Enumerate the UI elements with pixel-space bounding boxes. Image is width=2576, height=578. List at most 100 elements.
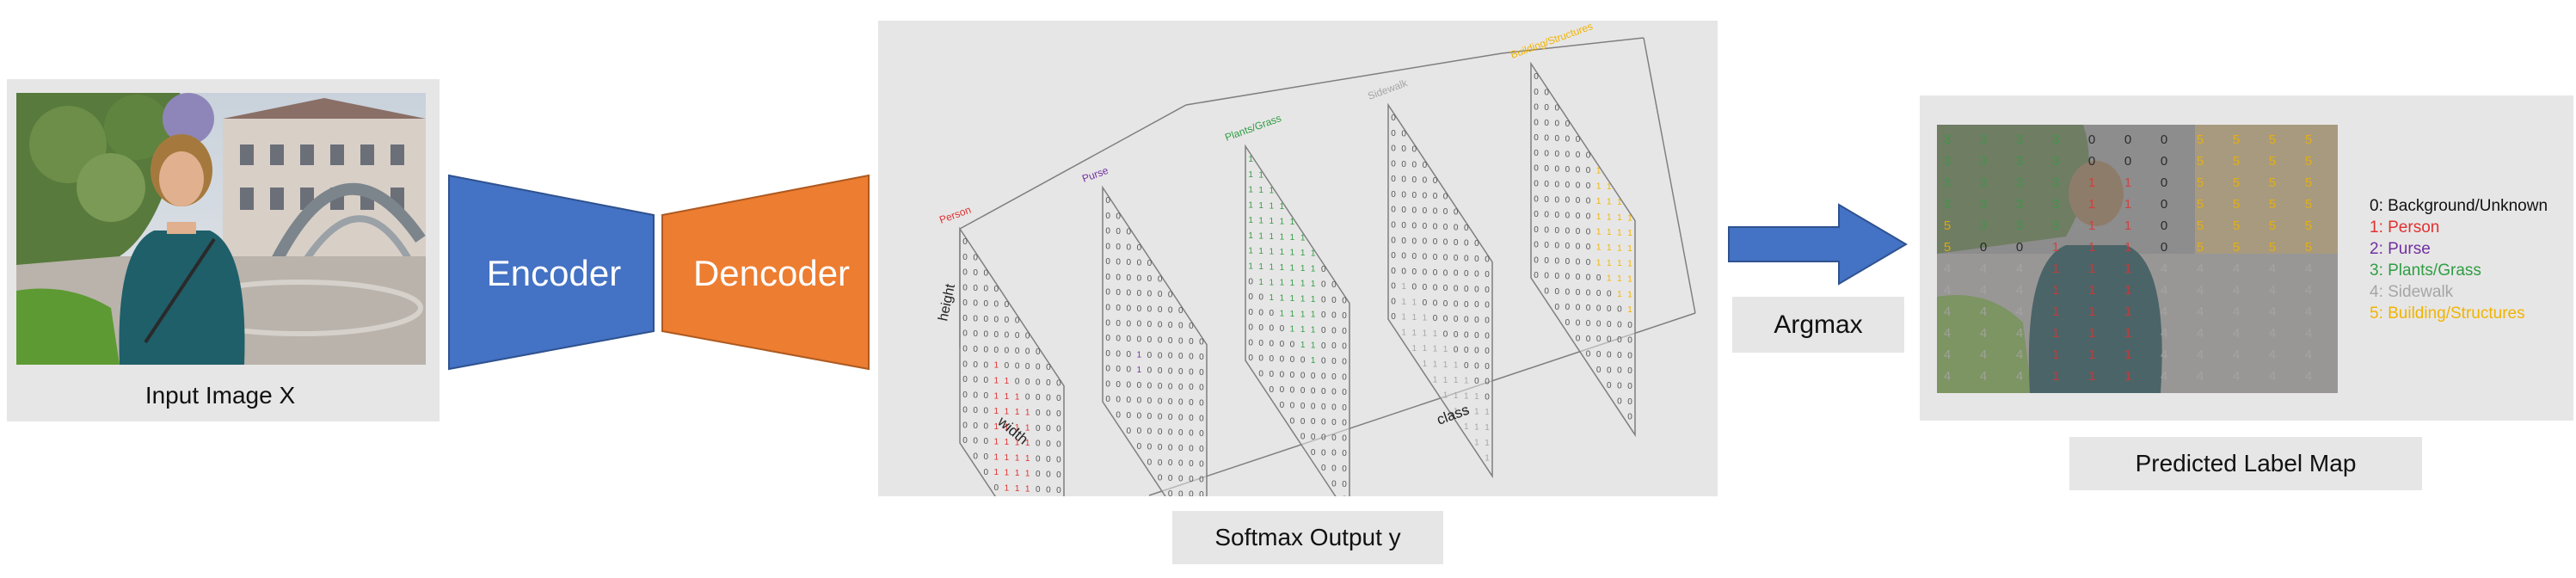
label-map-digit: 4 (2233, 369, 2240, 384)
slice-cell: 0 (1586, 197, 1591, 206)
slice-cell: 0 (1474, 316, 1479, 325)
label-map-digit: 1 (2088, 283, 2095, 298)
slice-cell: 0 (1056, 394, 1061, 403)
slice-cell: 0 (973, 284, 978, 293)
slice-cell: 1 (1596, 228, 1602, 237)
slice-cell: 0 (1544, 272, 1549, 281)
output-panel: 3 3 3 3 5 5 4 4 4 4 4 4 3 3 3 3 3 0 4 4 4 4 4 4 3 3 3 3 3 0 4 4 4 4 4 4 3 3 3 3… (1920, 95, 2573, 421)
slice-cell: 0 (1168, 367, 1173, 377)
slice-cell: 0 (1331, 403, 1337, 412)
softmax-tensor: 0000000000000000000000000000000000000000… (936, 21, 1696, 496)
slice-cell: 1 (1280, 218, 1285, 227)
slice-cell: 0 (1105, 212, 1110, 221)
slice-cell: 0 (1116, 349, 1121, 359)
slice-cell: 1 (1025, 484, 1030, 494)
slice-cell: 0 (1555, 287, 1560, 297)
slice-cell: 0 (1401, 252, 1406, 261)
slice-cell: 0 (1576, 243, 1581, 252)
label-map-digit: 1 (2088, 261, 2095, 276)
slice-cell: 1 (1627, 305, 1632, 315)
slice-cell: 1 (1464, 422, 1469, 432)
slice-cell: 1 (1258, 278, 1263, 287)
softmax-slice: 0000000000000000000000000000000000000000… (938, 204, 1065, 496)
slice-cell: 0 (1137, 411, 1142, 421)
slice-cell: 0 (973, 345, 978, 354)
slice-cell: 1 (1015, 453, 1020, 463)
slice-cell: 0 (1178, 413, 1183, 422)
label-map-digit: 4 (2197, 347, 2204, 362)
slice-cell: 0 (1586, 151, 1591, 160)
legend-item: 2: Purse (2370, 240, 2431, 258)
label-map-digit: 5 (2269, 240, 2276, 255)
slice-cell: 0 (1534, 210, 1539, 219)
slice-cell: 1 (1015, 469, 1020, 478)
slice-cell: 0 (1485, 270, 1490, 280)
slice-cell: 0 (1627, 366, 1632, 376)
slice-name-label: Purse (1080, 164, 1110, 185)
slice-cell: 1 (1258, 170, 1263, 180)
slice-cell: 0 (1485, 301, 1490, 311)
slice-cell: 0 (1443, 284, 1448, 293)
slice-cell: 1 (1607, 198, 1612, 207)
slice-cell: 0 (1342, 449, 1347, 458)
slice-cell: 0 (1596, 366, 1602, 375)
label-map-digit: 3 (2052, 218, 2059, 233)
slice-cell: 1 (1464, 377, 1469, 386)
slice-cell: 1 (1280, 263, 1285, 273)
slice-cell: 0 (1290, 386, 1295, 396)
slice-cell: 1 (1401, 313, 1406, 323)
slice-cell: 1 (1248, 200, 1253, 210)
softmax-caption: Softmax Output y (1172, 511, 1443, 564)
slice-cell: 0 (1116, 243, 1121, 252)
slice-cell: 0 (1423, 191, 1428, 200)
slice-cell: 0 (984, 346, 989, 355)
slice-cell: 0 (1137, 274, 1142, 283)
label-map-digit: 3 (2052, 175, 2059, 190)
slice-cell: 0 (1178, 398, 1183, 408)
slice-cell: 0 (1105, 395, 1110, 404)
slice-cell: 0 (1116, 288, 1121, 298)
slice-cell: 0 (1258, 323, 1263, 333)
slice-cell: 1 (1627, 260, 1632, 269)
slice-cell: 1 (1290, 233, 1295, 243)
slice-cell: 0 (1321, 326, 1326, 335)
label-map-digit: 4 (2197, 369, 2204, 384)
slice-cell: 0 (1199, 337, 1204, 347)
encoder-decoder: Encoder Dencoder (448, 174, 870, 371)
slice-cell: 0 (1036, 440, 1041, 449)
slice-cell: 0 (1555, 303, 1560, 312)
slice-cell: 1 (1485, 423, 1490, 433)
slice-cell: 0 (1474, 255, 1479, 264)
label-map-digit: 1 (2124, 197, 2131, 212)
slice-cell: 0 (1321, 311, 1326, 320)
label-map-digit: 4 (2305, 369, 2312, 384)
slice-cell: 0 (1127, 427, 1132, 436)
slice-cell: 1 (1270, 201, 1275, 211)
slice-face (1387, 102, 1493, 479)
slice-cell: 0 (1280, 370, 1285, 379)
slice-cell: 1 (1617, 213, 1622, 223)
label-map-digit: 4 (2269, 326, 2276, 341)
slice-cell: 0 (973, 437, 978, 446)
slice-cell: 0 (1464, 239, 1469, 249)
slice-cell: 0 (1158, 443, 1163, 452)
label-map-digit: 1 (2088, 218, 2095, 233)
slice-cell: 1 (1454, 391, 1459, 401)
slice-cell: 0 (1105, 380, 1110, 390)
slice-cell: 1 (1137, 350, 1142, 360)
slice-cell: 0 (1391, 159, 1396, 169)
slice-cell: 1 (1005, 408, 1010, 417)
slice-cell: 0 (1433, 268, 1438, 278)
slice-cell: 0 (1485, 331, 1490, 341)
slice-cell: 1 (1248, 216, 1253, 225)
slice-cell: 1 (1412, 298, 1417, 307)
slice-cell: 0 (1158, 321, 1163, 330)
slice-cell: 1 (1280, 294, 1285, 304)
label-map-digit: 1 (2124, 240, 2131, 255)
label-map-digit: 1 (2124, 347, 2131, 362)
slice-cell: 0 (1391, 175, 1396, 184)
slice-cell: 1 (1025, 423, 1030, 433)
slice-cell: 0 (1127, 335, 1132, 344)
slice-cell: 0 (1391, 267, 1396, 276)
slice-cell: 0 (1137, 289, 1142, 298)
